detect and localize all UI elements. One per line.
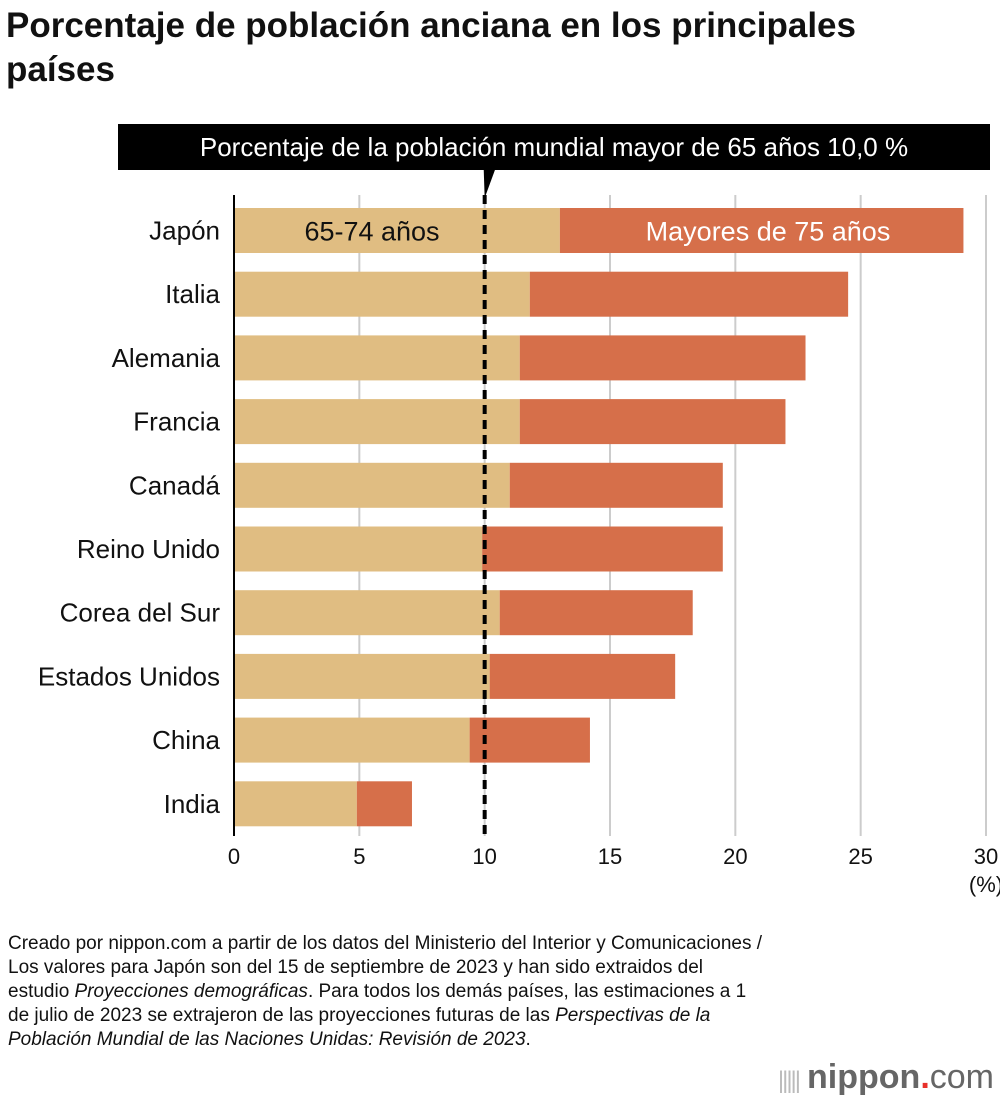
x-tick-label: 20 [723,844,747,869]
legend-label-65-74: 65-74 años [304,217,439,247]
source-notes: Creado por nippon.com a partir de los da… [8,932,768,1052]
chart-title: Porcentaje de población anciana en los p… [6,6,856,89]
bar-65-74 [234,335,520,381]
reference-callout: Porcentaje de la población mundial mayor… [118,124,990,170]
bar-chart: 0 5 10 15 20 25 30 (%) Japón Italia Alemania Franci… [38,168,1000,897]
category-label: Canadá [129,470,221,500]
x-tick-label: 25 [848,844,872,869]
notes-italic: Perspectivas de la Población Mundial de … [8,1005,711,1050]
x-tick-label: 5 [353,844,365,869]
bar-75plus [559,208,964,253]
nippon-logo: ||||| nippon.com [778,1058,994,1097]
x-tick-label: 0 [228,844,240,869]
bar-65-74 [234,653,490,699]
x-tick-label: 30 [974,844,998,869]
bar-75plus [489,653,676,699]
logo-com: com [929,1058,994,1096]
category-label: Japón [149,216,220,246]
bar-75plus [519,335,806,381]
bar-75plus [469,717,590,763]
bar-75plus [509,462,723,508]
notes-text: . [525,1029,531,1050]
bar-65-74 [234,717,470,763]
bar-75plus [356,781,412,827]
notes-italic: Proyecciones demográficas [74,981,308,1002]
bar-75plus [499,590,693,636]
category-label: Alemania [112,343,221,373]
bar-75plus [482,526,723,572]
category-label: Corea del Sur [60,598,221,628]
bar-65-74 [234,526,483,572]
category-label: China [152,725,220,755]
bar-65-74 [234,781,357,827]
notes-text: . Para todos los demás países, las estim… [8,981,747,1026]
x-tick-label: 10 [472,844,496,869]
x-unit-label: (%) [969,872,1000,897]
category-label: Reino Unido [77,534,220,564]
category-label: Estados Unidos [38,661,220,691]
bar-65-74 [234,271,530,317]
legend-label-75plus: Mayores de 75 años [646,217,891,247]
bar-65-74 [234,462,510,508]
callout-pointer [483,168,496,198]
x-tick-label: 15 [598,844,622,869]
bar-75plus [529,271,849,317]
bar-65-74 [234,590,500,636]
bar-65-74 [234,208,560,253]
bar-75plus [519,399,786,445]
bar-65-74 [234,399,520,445]
category-label: Italia [165,279,220,309]
category-label: India [164,789,221,819]
logo-bars-icon: ||||| [777,1067,801,1094]
logo-dot: . [920,1058,930,1096]
notes-text: Creado por nippon.com a partir de los da… [8,933,763,1002]
category-label: Francia [133,407,220,437]
logo-text: nippon [807,1058,921,1096]
